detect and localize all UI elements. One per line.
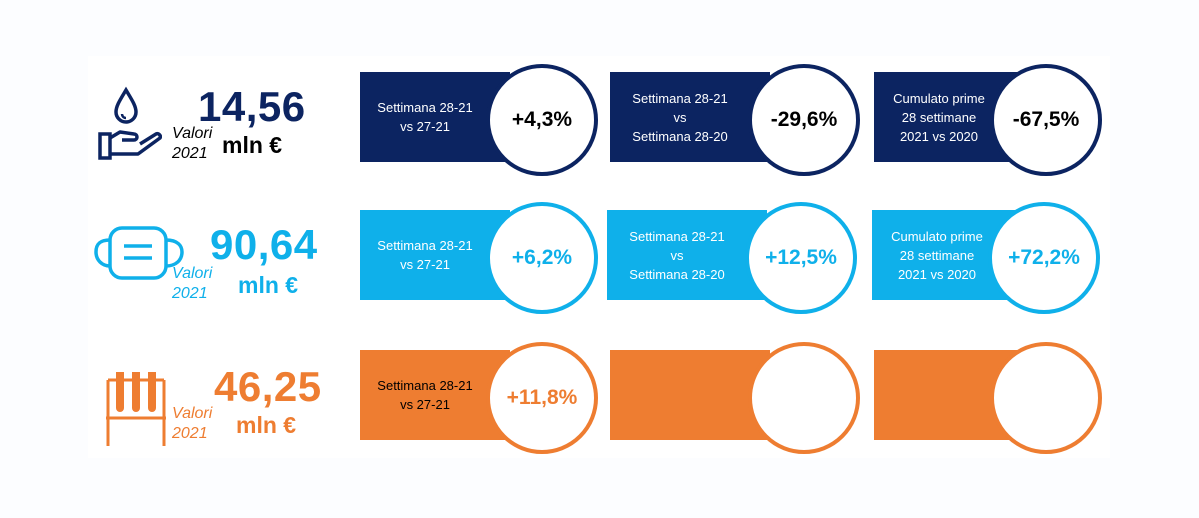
hand-water-drop-icon bbox=[98, 86, 162, 160]
card-description-text: Settimana 28-21 vs 27-21 bbox=[377, 100, 473, 134]
row-unit: mln € bbox=[238, 272, 299, 298]
card-description: Settimana 28-21 vs Settimana 28-20 bbox=[610, 72, 770, 162]
face-mask-icon bbox=[94, 226, 184, 280]
card-description-text: Cumulato prime 28 settimane 2021 vs 2020 bbox=[893, 90, 985, 144]
row-value: 90,64 bbox=[210, 221, 318, 268]
card-description-text: Settimana 28-21 vs Settimana 28-20 bbox=[629, 228, 725, 282]
row-value: 46,25 bbox=[214, 363, 322, 410]
row-value: 14,56 bbox=[198, 83, 306, 130]
row-label: Valori 2021 bbox=[172, 265, 213, 302]
card-percentage: -67,5% bbox=[990, 64, 1102, 176]
card-description: Settimana 28-21 vs Settimana 28-20 bbox=[607, 210, 767, 300]
card-percentage: +11,8% bbox=[486, 342, 598, 454]
card-description: Settimana 28-21 vs 27-21 bbox=[360, 72, 510, 162]
card-percentage: +4,3% bbox=[486, 64, 598, 176]
card-percentage bbox=[748, 342, 860, 454]
card-description-text: Cumulato prime 28 settimane 2021 vs 2020 bbox=[891, 228, 983, 282]
row-label: Valori 2021 bbox=[172, 125, 213, 162]
row-unit: mln € bbox=[222, 132, 283, 158]
test-tubes-icon bbox=[106, 372, 166, 446]
row-mask: 90,64 mln € Valori 2021 Settimana 28-21 … bbox=[0, 202, 1199, 342]
card-percentage: -29,6% bbox=[748, 64, 860, 176]
card-description-text: Settimana 28-21 vs 27-21 bbox=[377, 238, 473, 272]
card-description: Settimana 28-21 vs 27-21 bbox=[360, 350, 510, 440]
card-percentage: +12,5% bbox=[745, 202, 857, 314]
card-description-text: Settimana 28-21 vs 27-21 bbox=[377, 378, 473, 412]
card-description bbox=[610, 350, 770, 440]
card-percentage: +6,2% bbox=[486, 202, 598, 314]
row-label: Valori 2021 bbox=[172, 405, 213, 442]
card-percentage bbox=[990, 342, 1102, 454]
row-lab: 46,25 mln € Valori 2021 Settimana 28-21 … bbox=[0, 342, 1199, 482]
row-water: 14,56 mln € Valori 2021 Settimana 28-21 … bbox=[0, 64, 1199, 204]
card-description-text: Settimana 28-21 vs Settimana 28-20 bbox=[632, 90, 728, 144]
card-description: Settimana 28-21 vs 27-21 bbox=[360, 210, 510, 300]
card-percentage: +72,2% bbox=[988, 202, 1100, 314]
row-unit: mln € bbox=[236, 412, 297, 438]
